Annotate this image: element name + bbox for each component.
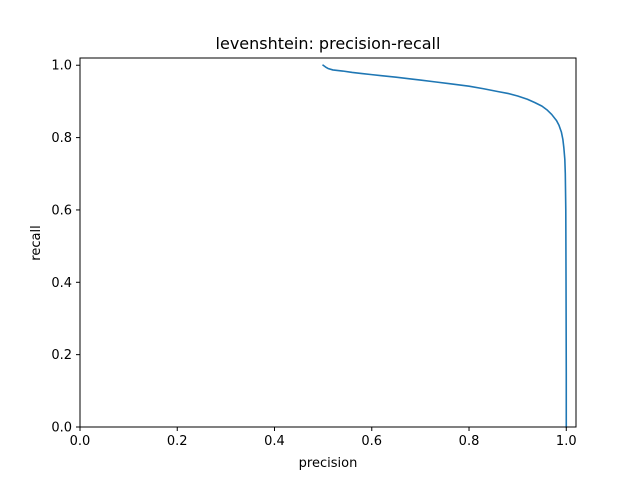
x-tick-label: 0.6 [361,434,382,449]
x-tick-label: 0.4 [264,434,285,449]
plot-area [322,64,568,428]
axes: 0.0 0.2 0.4 0.6 0.8 1.0 0.0 0.2 0.4 0.6 0.8 1.0 [51,57,577,449]
y-tick-label: 1.0 [51,59,72,74]
y-tick-label: 0.2 [51,348,72,363]
series-line-0 [322,64,568,428]
chart-title: levenshtein: precision-recall [216,34,441,53]
y-tick-label: 0.8 [51,131,72,146]
x-tick-label: 0.2 [167,434,188,449]
x-tick-label: 0.8 [459,434,480,449]
y-axis-label: recall [29,225,44,260]
y-tick-label: 0.0 [51,421,72,436]
x-tick-label: 0.0 [70,434,91,449]
y-tick-label: 0.6 [51,203,72,218]
x-tick-label: 1.0 [556,434,577,449]
plot-frame [79,57,577,428]
y-tick-label: 0.4 [51,276,72,291]
x-axis-label: precision [299,456,358,471]
